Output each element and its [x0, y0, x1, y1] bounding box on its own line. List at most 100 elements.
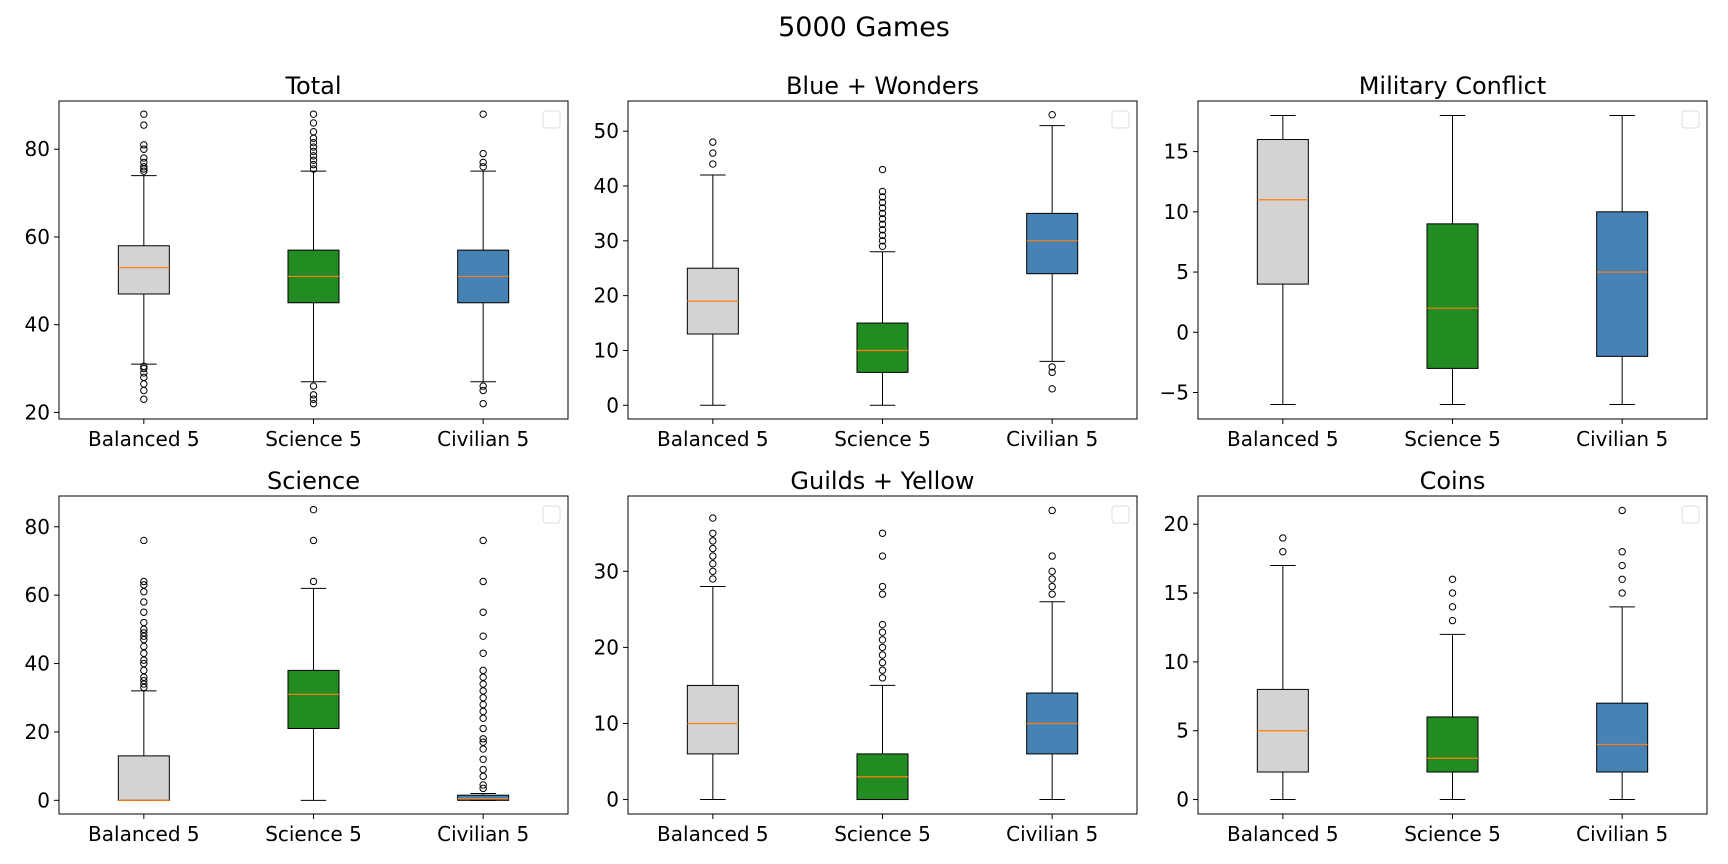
flier-point [140, 386, 148, 395]
legend-box [1681, 110, 1700, 129]
box-civilian-5 [457, 536, 510, 801]
flier-point [1448, 603, 1457, 611]
flier-point [309, 395, 318, 403]
x-tick-label: Science 5 [1404, 427, 1501, 451]
flier-point [479, 781, 487, 789]
x-tick-label: Balanced 5 [1227, 822, 1339, 846]
flier-point [140, 110, 148, 118]
flier-point [1279, 534, 1287, 542]
flier-point [1618, 589, 1626, 597]
y-tick-label: 0 [1176, 320, 1189, 344]
subplot-3: Military Conflict −5 0 5 10 15 Balanced 5 Scien… [1160, 72, 1708, 451]
flier-point [878, 198, 887, 207]
flier-point [309, 156, 318, 164]
y-tick-label: 20 [594, 284, 619, 308]
box-iqr [1256, 139, 1309, 285]
flier-point [878, 636, 887, 644]
flier-point [1448, 616, 1457, 625]
box-iqr [1426, 223, 1479, 369]
flier-point [878, 231, 887, 240]
y-tick-label: 15 [1164, 140, 1189, 164]
box-civilian-5 [1026, 506, 1079, 801]
subplot-5: Guilds + Yellow 0 10 20 30 Balanced 5 Science … [594, 467, 1138, 846]
flier-point [140, 154, 148, 162]
flier-point [479, 386, 487, 395]
flier-point [309, 128, 318, 136]
legend-box [542, 110, 561, 129]
flier-point [479, 399, 487, 408]
y-tick-label: 5 [1176, 260, 1189, 284]
x-tick-label: Civilian 5 [1576, 822, 1668, 846]
flier-point [709, 567, 717, 576]
flier-point [479, 110, 487, 118]
y-tick-label: 40 [25, 313, 50, 337]
flier-point [309, 119, 318, 127]
x-tick-label: Science 5 [265, 822, 362, 846]
y-tick-label: 40 [594, 174, 619, 198]
box-iqr [1596, 702, 1649, 773]
flier-point [709, 552, 717, 560]
box-science-5 [287, 110, 340, 408]
flier-point [709, 575, 717, 583]
y-tick-label: 0 [37, 788, 50, 812]
flier-point [479, 149, 487, 158]
flier-point [479, 724, 487, 733]
y-tick-label: 10 [594, 338, 619, 362]
flier-point [140, 649, 148, 657]
y-tick-label: 40 [25, 652, 50, 676]
flier-point [140, 395, 148, 403]
flier-point [140, 158, 148, 167]
x-tick-label: Civilian 5 [437, 822, 529, 846]
flier-point [878, 651, 887, 659]
flier-point [1618, 548, 1626, 556]
flier-point [479, 577, 487, 586]
flier-point [1048, 575, 1056, 583]
box-civilian-5 [1596, 506, 1649, 801]
flier-point [878, 215, 887, 223]
flier-point [709, 544, 717, 553]
flier-point [1618, 575, 1626, 583]
legend-box [1681, 505, 1700, 524]
flier-point [878, 237, 887, 245]
subplot-4: Science 0 20 40 60 80 Balanced 5 Science 5 Civil… [25, 467, 569, 846]
x-tick-label: Balanced 5 [657, 822, 769, 846]
flier-point [878, 674, 887, 682]
flier-point [709, 149, 717, 157]
x-tick-label: Balanced 5 [657, 427, 769, 451]
flier-point [309, 391, 318, 399]
y-tick-label: 20 [25, 400, 50, 424]
y-tick-label: 5 [1176, 719, 1189, 743]
y-tick-label: 30 [594, 559, 619, 583]
flier-point [309, 577, 318, 586]
flier-point [479, 680, 487, 688]
flier-point [1618, 561, 1626, 570]
flier-point [479, 694, 487, 702]
flier-point [479, 673, 487, 681]
x-tick-label: Science 5 [834, 822, 931, 846]
flier-point [140, 163, 148, 171]
flier-point [1618, 506, 1626, 515]
flier-point [479, 382, 487, 390]
flier-point [878, 220, 887, 229]
flier-point [479, 608, 487, 616]
y-tick-label: 10 [594, 711, 619, 735]
figure-suptitle: 5000 Games [778, 12, 950, 43]
flier-point [479, 687, 487, 695]
flier-point [479, 714, 487, 722]
box-iqr [1426, 716, 1479, 773]
y-tick-label: 15 [1164, 581, 1189, 605]
flier-point [479, 632, 487, 640]
flier-point [479, 158, 487, 167]
flier-point [1048, 111, 1056, 119]
flier-point [140, 577, 148, 586]
flier-point [140, 608, 148, 616]
flier-point [709, 160, 717, 168]
flier-point [140, 588, 148, 596]
x-tick-label: Balanced 5 [88, 427, 200, 451]
flier-point [140, 167, 148, 175]
flier-point [309, 110, 318, 118]
y-tick-label: 10 [1164, 200, 1189, 224]
box-balanced-5 [1256, 534, 1309, 801]
subplot-title: Science [267, 467, 360, 495]
flier-point [1048, 368, 1056, 377]
